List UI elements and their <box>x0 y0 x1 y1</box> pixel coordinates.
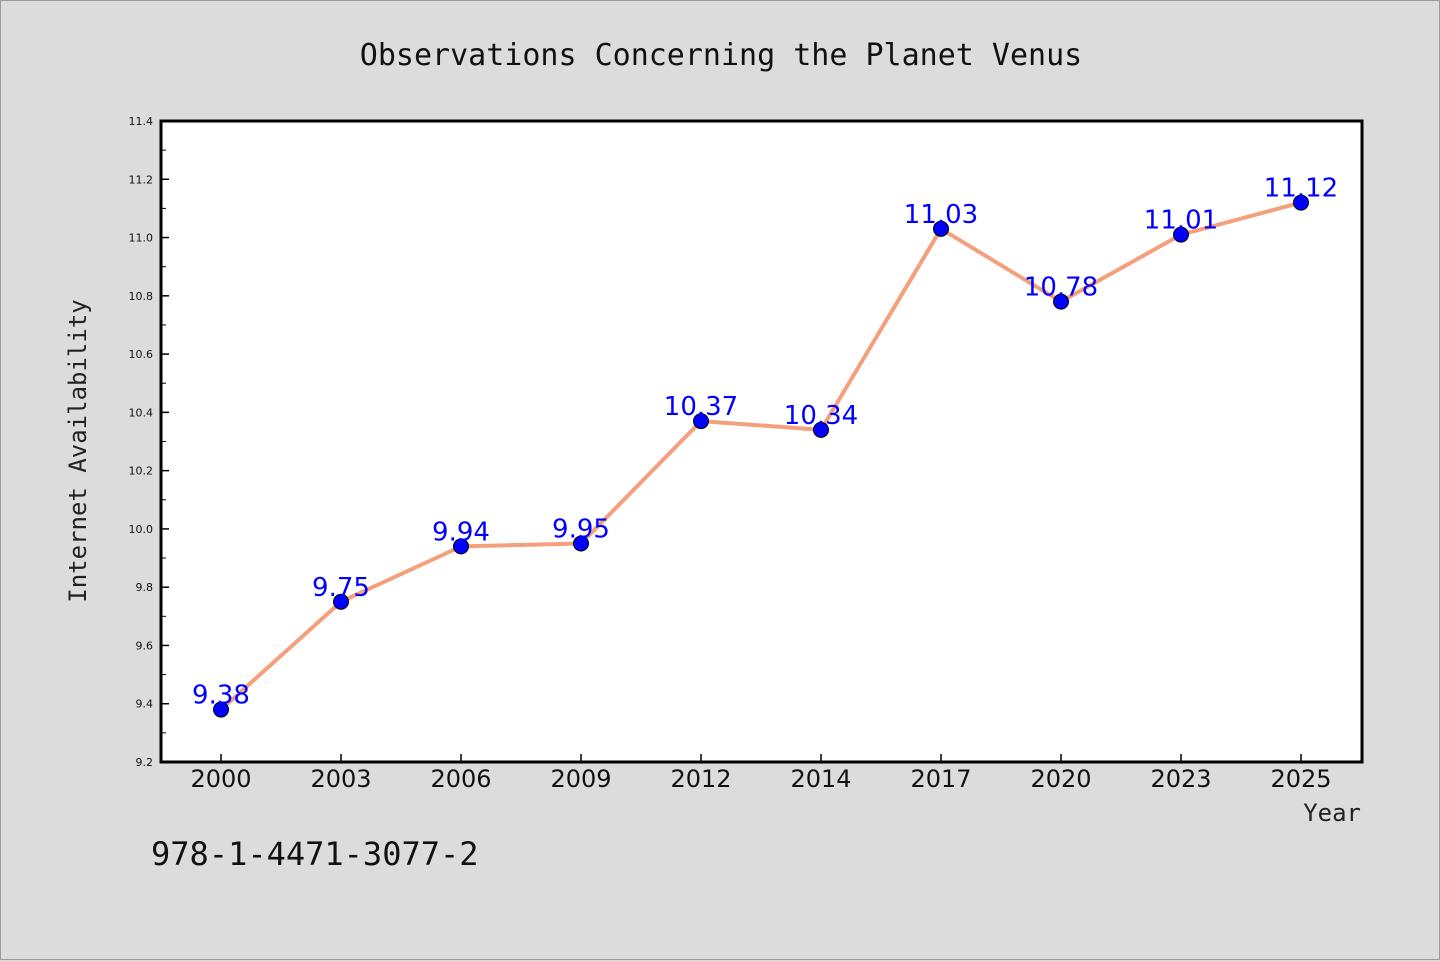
data-point <box>453 538 469 555</box>
data-label: 10.34 <box>784 401 858 431</box>
data-point <box>693 413 709 430</box>
x-axis: 2000 2003 2006 2009 2012 2014 2017 2020 2023 2025 <box>190 754 1332 793</box>
isbn-annotation: 978-1-4471-3077-2 <box>151 835 479 873</box>
x-tick-label: 2003 <box>310 765 371 793</box>
y-tick-label: 9.6 <box>136 639 154 652</box>
x-tick-label: 2025 <box>1270 765 1331 793</box>
plot-area <box>159 119 1364 764</box>
y-axis: 9.2 9.4 9.6 9.8 10.0 10.2 10.4 10.6 10.8 11.0 11.2… <box>129 115 169 769</box>
data-labels: 9.38 9.75 9.94 9.95 10.37 10.34 11.03 10.78 11.0… <box>192 174 1338 711</box>
series-group <box>213 194 1309 718</box>
x-tick-label: 2020 <box>1030 765 1091 793</box>
y-tick-label: 11.4 <box>129 115 154 128</box>
x-tick-label: 2017 <box>910 765 971 793</box>
x-tick-label: 2012 <box>670 765 731 793</box>
data-label: 10.37 <box>664 392 738 422</box>
chart-title: Observations Concerning the Planet Venus <box>360 38 1082 73</box>
y-tick-label: 9.4 <box>136 698 154 711</box>
data-point <box>1053 293 1069 310</box>
x-axis-label: Year <box>1303 799 1361 827</box>
data-point <box>1293 194 1309 211</box>
data-point <box>213 701 229 718</box>
data-point <box>813 421 829 438</box>
series-line <box>219 200 1302 712</box>
data-point <box>333 593 349 610</box>
data-point <box>1173 226 1189 243</box>
data-label: 9.95 <box>552 514 610 544</box>
x-tick-label: 2006 <box>430 765 491 793</box>
data-point <box>573 535 589 552</box>
y-tick-label: 9.8 <box>136 581 154 594</box>
y-axis-label: Internet Availability <box>64 299 92 602</box>
data-label: 11.03 <box>904 200 978 230</box>
y-tick-label: 11.0 <box>129 232 154 245</box>
data-label: 10.78 <box>1024 273 1098 303</box>
data-point <box>933 220 949 237</box>
x-tick-label: 2009 <box>550 765 611 793</box>
y-tick-label: 10.2 <box>129 465 154 478</box>
data-label: 11.12 <box>1264 174 1338 204</box>
data-label: 11.01 <box>1144 206 1218 236</box>
y-tick-label: 10.4 <box>129 406 154 419</box>
data-label: 9.38 <box>192 681 250 711</box>
x-tick-label: 2000 <box>190 765 251 793</box>
x-tick-label: 2023 <box>1150 765 1211 793</box>
data-label: 9.75 <box>312 573 370 603</box>
y-tick-label: 11.2 <box>129 173 154 186</box>
data-label: 9.94 <box>432 517 490 547</box>
y-tick-label: 10.0 <box>129 523 154 536</box>
y-tick-label: 9.2 <box>136 756 154 769</box>
x-tick-label: 2014 <box>790 765 851 793</box>
y-tick-label: 10.6 <box>129 348 154 361</box>
y-tick-label: 10.8 <box>129 290 154 303</box>
